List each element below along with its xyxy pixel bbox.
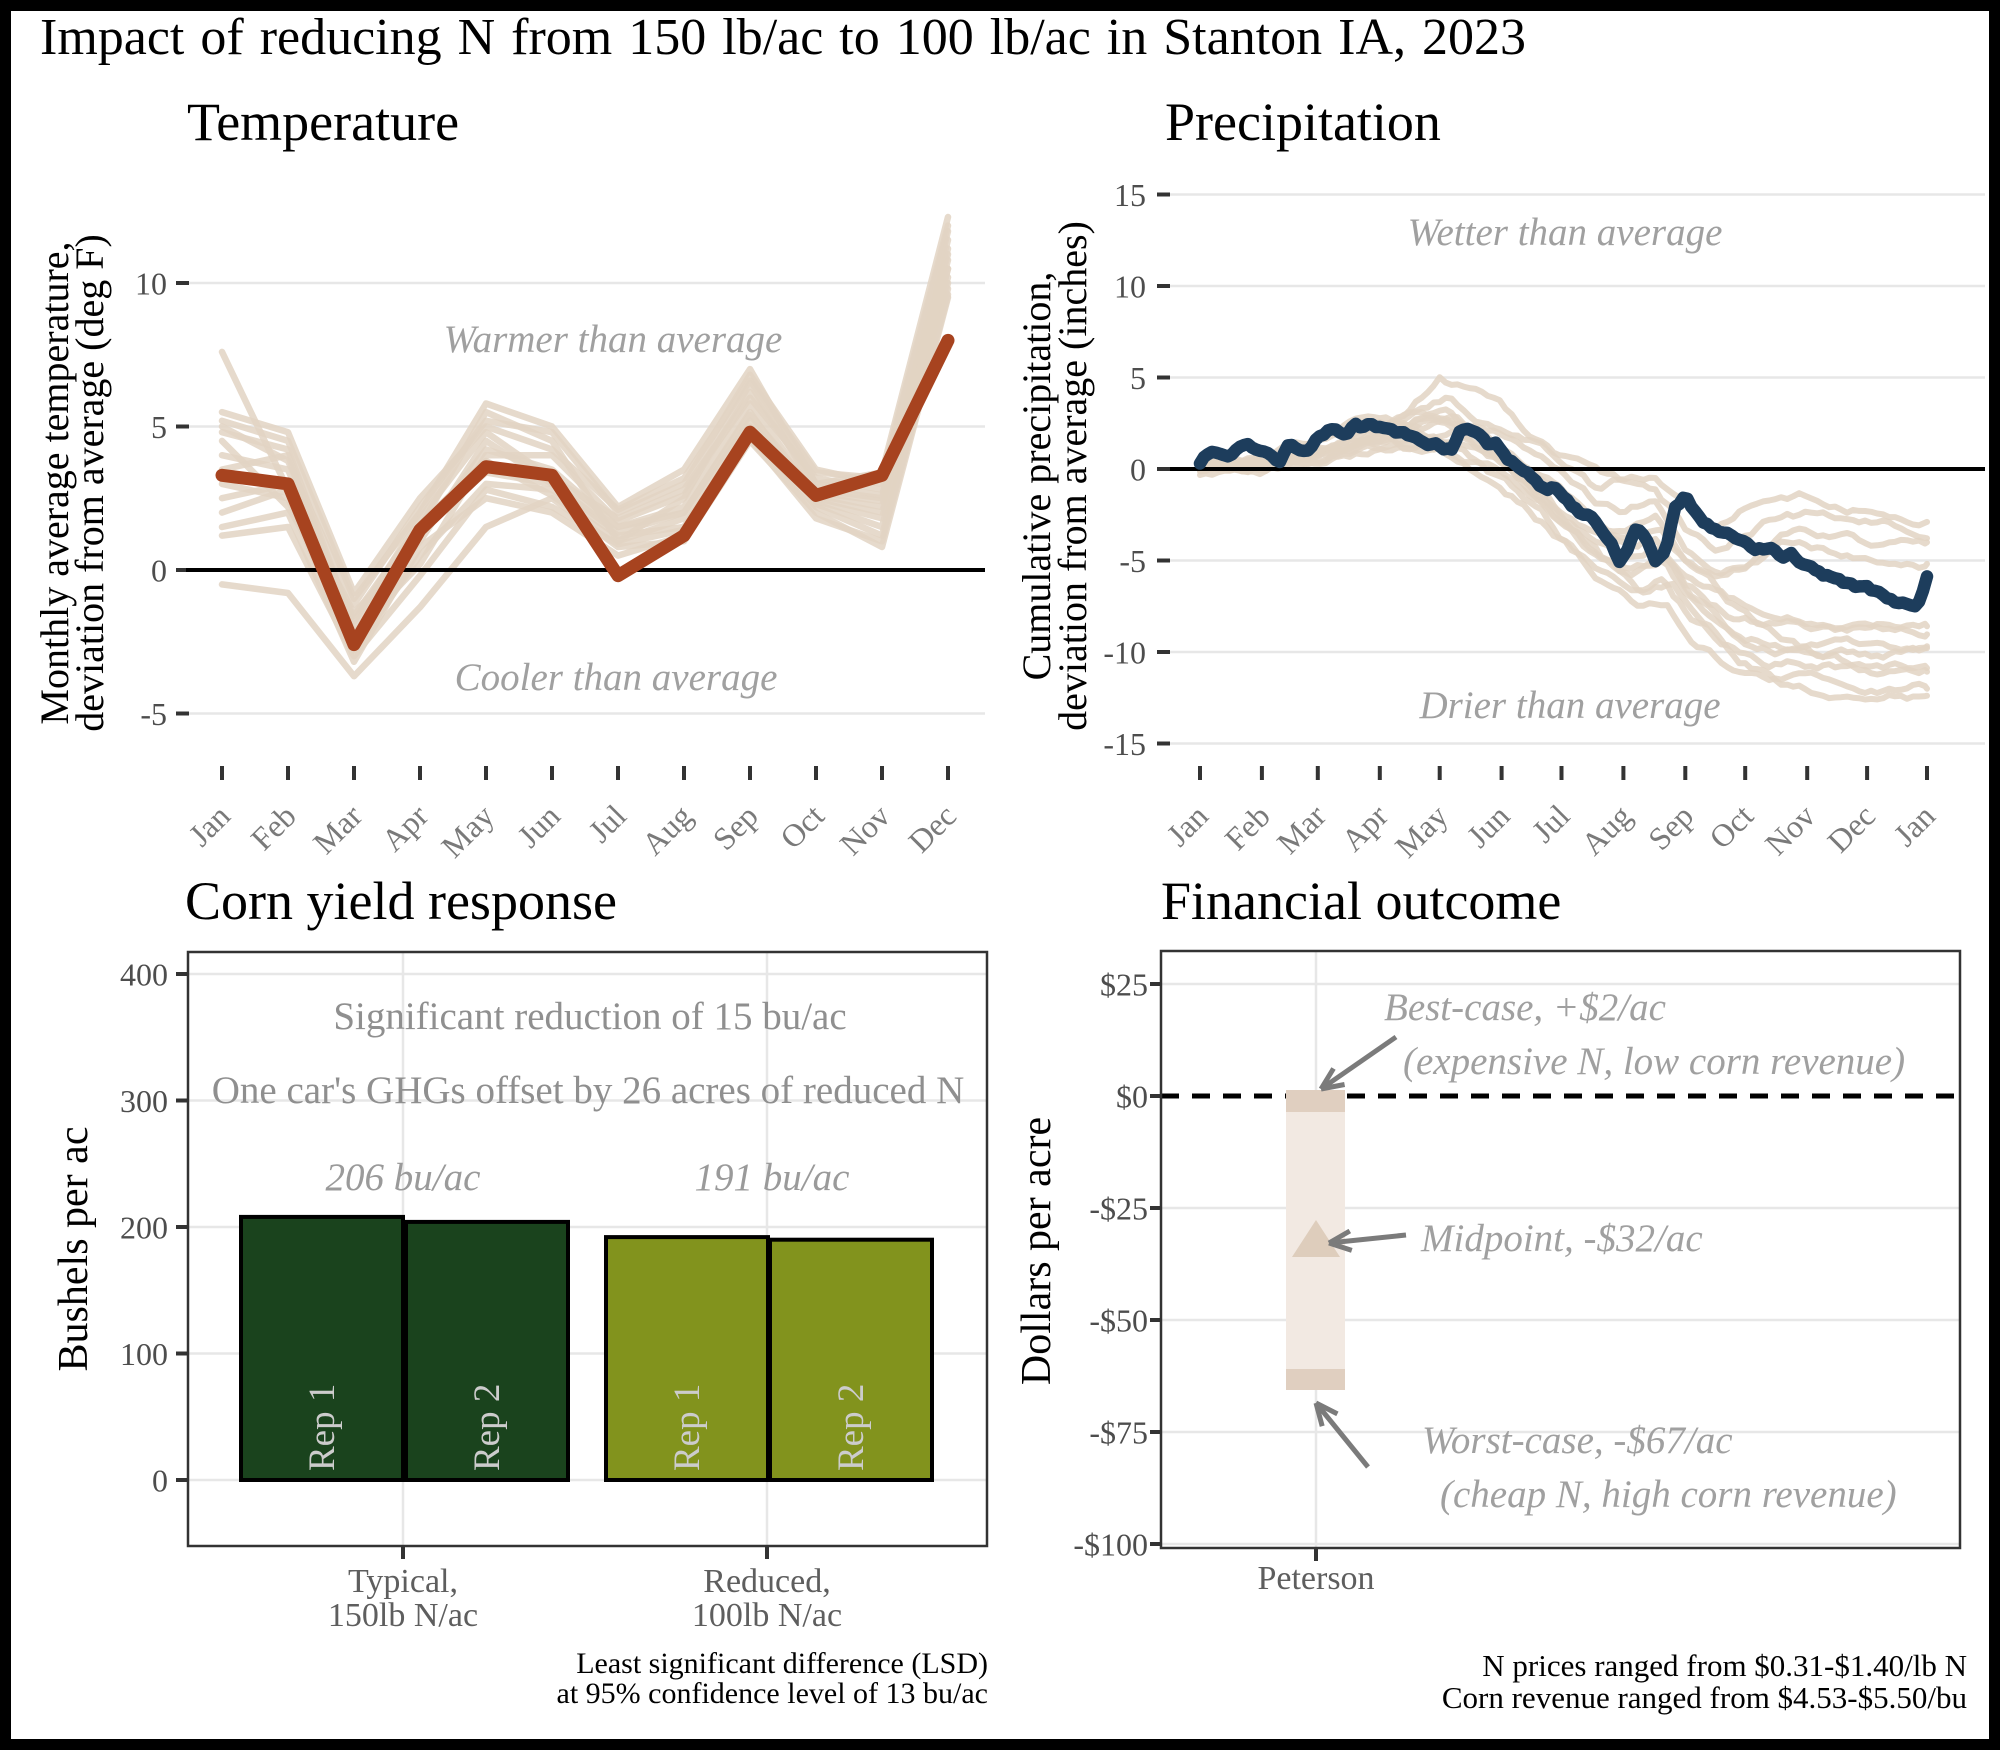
svg-text:N prices ranged from $0.31-$1.: N prices ranged from $0.31-$1.40/lb N (1482, 1648, 1967, 1683)
svg-text:100lb N/ac: 100lb N/ac (692, 1597, 842, 1634)
svg-text:5: 5 (151, 409, 167, 445)
svg-text:10: 10 (135, 266, 167, 302)
svg-text:at 95% confidence level of 13: at 95% confidence level of 13 bu/ac (557, 1677, 988, 1710)
svg-text:Wetter than average: Wetter than average (1408, 211, 1723, 254)
svg-text:Precipitation: Precipitation (1165, 92, 1441, 152)
svg-text:-$50: -$50 (1089, 1303, 1148, 1339)
svg-text:-5: -5 (1119, 543, 1146, 579)
svg-text:Financial outcome: Financial outcome (1161, 871, 1561, 931)
svg-text:Peterson: Peterson (1257, 1560, 1374, 1597)
svg-text:300: 300 (120, 1083, 168, 1119)
svg-text:Cumulative precipitation,: Cumulative precipitation, (1014, 272, 1059, 681)
svg-text:Midpoint, -$32/ac: Midpoint, -$32/ac (1420, 1217, 1703, 1260)
svg-text:Corn revenue ranged from $4.53: Corn revenue ranged from $4.53-$5.50/bu (1442, 1680, 1967, 1715)
svg-text:-5: -5 (140, 696, 167, 732)
svg-text:15: 15 (1114, 177, 1146, 213)
svg-text:100: 100 (120, 1336, 168, 1372)
svg-text:Corn yield response: Corn yield response (185, 871, 617, 931)
svg-text:One car's GHGs offset by 26 ac: One car's GHGs offset by 26 acres of red… (212, 1069, 964, 1112)
svg-text:$0: $0 (1116, 1079, 1148, 1115)
svg-text:-$75: -$75 (1089, 1415, 1148, 1451)
svg-text:-15: -15 (1103, 726, 1146, 762)
svg-text:$25: $25 (1100, 967, 1148, 1003)
svg-text:-10: -10 (1103, 635, 1146, 671)
svg-text:Cooler than average: Cooler than average (455, 656, 778, 699)
svg-text:Monthly average temperature,: Monthly average temperature, (32, 241, 77, 724)
svg-text:Worst-case, -$67/ac: Worst-case, -$67/ac (1422, 1419, 1733, 1462)
svg-text:Typical,: Typical, (348, 1563, 458, 1600)
svg-text:206 bu/ac: 206 bu/ac (326, 1156, 481, 1199)
svg-text:Dollars per acre: Dollars per acre (1014, 1117, 1060, 1385)
svg-text:Rep 2: Rep 2 (467, 1384, 508, 1471)
svg-text:Least significant difference (: Least significant difference (LSD) (576, 1647, 988, 1680)
svg-text:(expensive N, low corn revenue: (expensive N, low corn revenue) (1403, 1040, 1905, 1083)
svg-text:0: 0 (1130, 452, 1146, 488)
svg-text:0: 0 (152, 1463, 168, 1499)
svg-text:10: 10 (1114, 269, 1146, 305)
svg-text:200: 200 (120, 1210, 168, 1246)
svg-text:Reduced,: Reduced, (703, 1563, 830, 1600)
svg-text:150lb N/ac: 150lb N/ac (328, 1597, 478, 1634)
svg-text:5: 5 (1130, 360, 1146, 396)
svg-text:400: 400 (120, 957, 168, 993)
svg-text:Rep 1: Rep 1 (667, 1384, 708, 1471)
svg-text:deviation from average (inches: deviation from average (inches) (1050, 221, 1095, 731)
svg-text:Rep 1: Rep 1 (302, 1384, 343, 1471)
svg-text:(cheap N, high corn revenue): (cheap N, high corn revenue) (1440, 1473, 1897, 1516)
svg-text:0: 0 (151, 553, 167, 589)
svg-text:-$100: -$100 (1073, 1527, 1148, 1563)
svg-text:Significant reduction of 15 bu: Significant reduction of 15 bu/ac (333, 995, 846, 1038)
svg-text:191 bu/ac: 191 bu/ac (695, 1156, 850, 1199)
svg-text:Warmer than average: Warmer than average (444, 318, 783, 361)
svg-text:Drier than average: Drier than average (1418, 684, 1720, 727)
svg-text:Bushels per ac: Bushels per ac (51, 1127, 97, 1372)
svg-text:Temperature: Temperature (187, 92, 459, 152)
svg-text:-$25: -$25 (1089, 1191, 1148, 1227)
svg-text:Best-case, +$2/ac: Best-case, +$2/ac (1384, 986, 1666, 1029)
svg-text:Impact of reducing N from 150: Impact of reducing N from 150 lb/ac to 1… (40, 9, 1526, 66)
svg-text:deviation from average (deg F): deviation from average (deg F) (67, 234, 112, 732)
svg-text:Rep 2: Rep 2 (831, 1384, 872, 1471)
